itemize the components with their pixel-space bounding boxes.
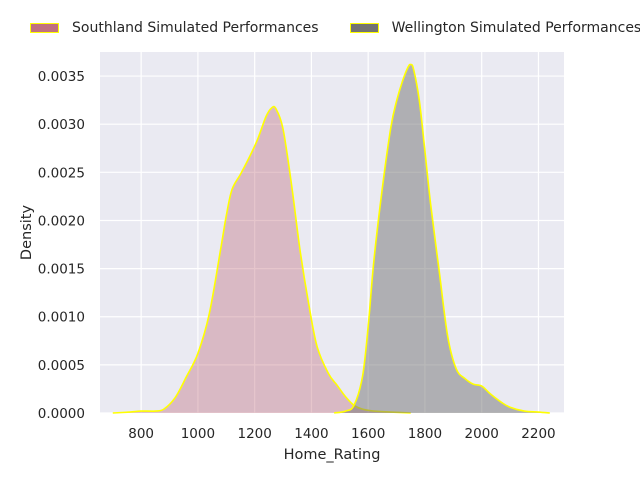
legend-label-southland: Southland Simulated Performances <box>72 20 319 36</box>
y-tick-label-0: 0.0000 <box>38 406 85 422</box>
legend-label-wellington: Wellington Simulated Performances <box>391 20 640 36</box>
y-tick-label-7: 0.0035 <box>38 69 85 85</box>
series-line-0 <box>112 105 411 414</box>
x-axis-title: Home_Rating <box>284 447 381 463</box>
x-tick-label-7: 2200 <box>521 426 555 442</box>
series-area-1 <box>334 64 550 414</box>
y-tick-label-1: 0.0005 <box>38 358 85 374</box>
x-tick-label-2: 1200 <box>237 426 271 442</box>
x-tick-label-6: 2000 <box>465 426 499 442</box>
y-tick-label-3: 0.0015 <box>38 262 85 278</box>
plot-background <box>100 52 564 413</box>
legend: Southland Simulated Performances Welling… <box>30 20 640 36</box>
y-tick-label-2: 0.0010 <box>38 310 85 326</box>
y-tick-label-6: 0.0030 <box>38 117 85 133</box>
x-tick-label-0: 800 <box>128 426 154 442</box>
series-area-0 <box>112 106 411 413</box>
legend-swatch-wellington <box>349 23 379 33</box>
x-tick-label-1: 1000 <box>181 426 215 442</box>
x-tick-label-5: 1800 <box>408 426 442 442</box>
legend-swatch-southland <box>30 23 59 33</box>
y-axis-title: Density <box>19 205 35 261</box>
legend-item-southland[interactable]: Southland Simulated Performances <box>30 20 319 36</box>
legend-item-wellington[interactable]: Wellington Simulated Performances <box>349 20 640 36</box>
y-tick-label-5: 0.0025 <box>38 165 85 181</box>
x-tick-label-3: 1400 <box>294 426 328 442</box>
x-tick-label-4: 1600 <box>351 426 385 442</box>
series-line-1 <box>333 63 550 414</box>
tick-labels: 800 1000 1200 1400 1600 1800 2000 2200 0.0000 0.0… <box>38 69 556 442</box>
y-tick-label-4: 0.0020 <box>38 213 85 229</box>
series-layer <box>112 63 550 414</box>
